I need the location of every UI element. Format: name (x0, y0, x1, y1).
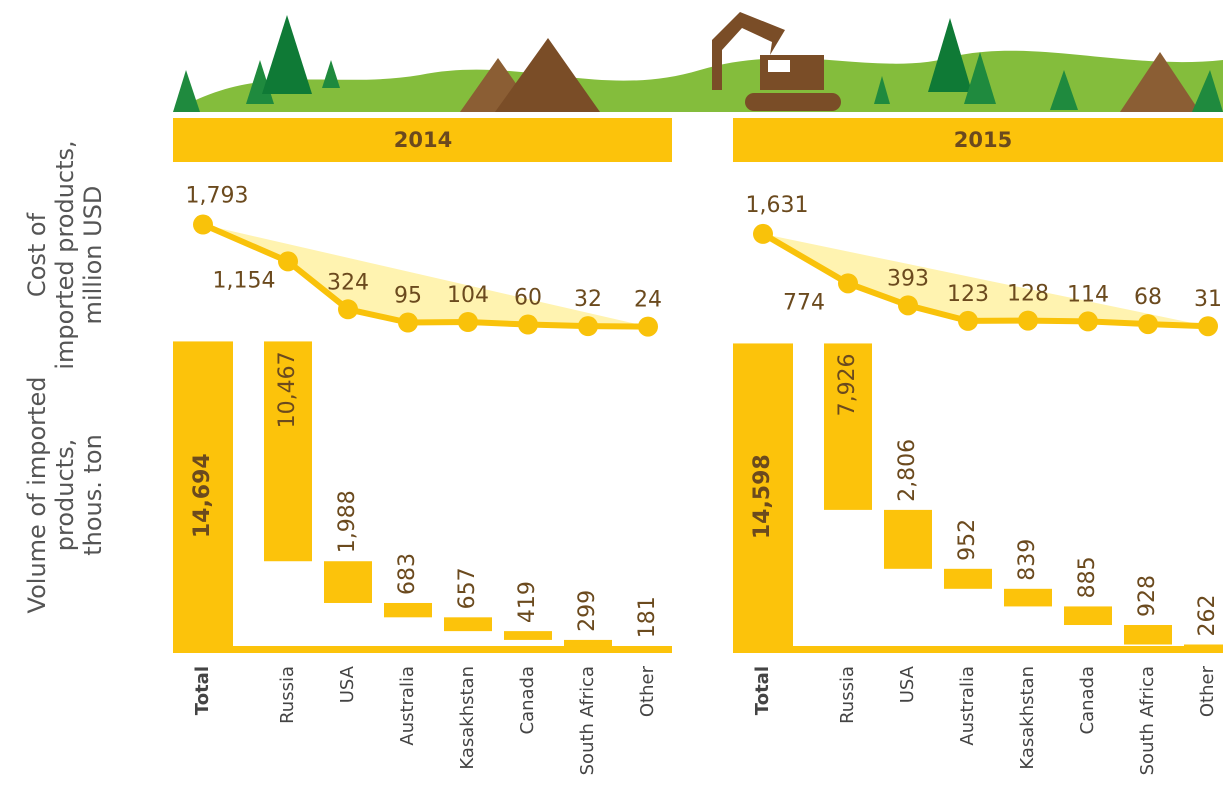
x-tick-label: Other (1197, 665, 1218, 717)
y-axis-label: million USD (79, 186, 107, 325)
bar (624, 646, 672, 650)
x-tick-label: Australia (397, 666, 418, 746)
data-label: 324 (327, 270, 369, 295)
y-axis-label: thous. ton (79, 434, 107, 556)
chart: Cost ofimported products,million USD 2014… (0, 0, 1223, 792)
data-label: 952 (955, 519, 980, 561)
line-point (518, 315, 538, 335)
line-point (1198, 316, 1218, 336)
bar (944, 569, 992, 589)
x-tick-label: South Africa (577, 666, 598, 775)
data-label: 2,806 (895, 439, 920, 502)
y-axis-label: products, (51, 439, 79, 551)
data-label: 657 (455, 567, 480, 609)
data-label: 24 (634, 288, 662, 313)
bar (1004, 589, 1052, 607)
y-axis-label: Cost of (23, 212, 51, 297)
data-label: 181 (635, 596, 660, 638)
y-axis-label: imported products, (51, 140, 79, 369)
bar (564, 640, 612, 646)
x-tick-label: Total (752, 666, 773, 715)
bar (1124, 625, 1172, 644)
x-tick-label: USA (337, 665, 358, 703)
line-point (1018, 311, 1038, 331)
x-tick-label: Kasakhstan (1017, 666, 1038, 770)
bar (884, 510, 932, 569)
bar (324, 561, 372, 603)
x-tick-label: Other (637, 665, 658, 717)
x-tick-label: Russia (277, 666, 298, 724)
data-label: 299 (575, 590, 600, 632)
landscape (173, 12, 1223, 112)
line-point (1078, 311, 1098, 331)
x-tick-label: Kasakhstan (457, 666, 478, 770)
bar (504, 631, 552, 640)
data-label: 839 (1015, 539, 1040, 581)
line-area (763, 234, 1208, 326)
line-point (638, 317, 658, 337)
data-label: 683 (395, 553, 420, 595)
panel-title: 2015 (954, 128, 1012, 152)
bar (444, 617, 492, 631)
baseline (173, 646, 672, 653)
data-label: 60 (514, 286, 542, 311)
line-point (753, 224, 773, 244)
data-label: 68 (1134, 285, 1162, 310)
x-tick-label: Russia (837, 666, 858, 724)
line-point (1138, 314, 1158, 334)
data-label: 262 (1195, 594, 1220, 636)
data-label: 928 (1135, 575, 1160, 617)
line-point (458, 312, 478, 332)
x-tick-label: South Africa (1137, 666, 1158, 775)
line-point (838, 273, 858, 293)
baseline (733, 646, 1223, 653)
data-label: 114 (1067, 282, 1109, 307)
x-tick-label: USA (897, 665, 918, 703)
data-label: 32 (574, 287, 602, 312)
bar (1184, 644, 1223, 650)
page: Cost ofimported products,million USD 2014… (0, 0, 1223, 792)
x-tick-label: Total (192, 666, 213, 715)
data-label: 1,988 (335, 490, 360, 553)
data-label: 1,793 (186, 184, 249, 209)
y-axis-label: Volume of imported (23, 377, 51, 614)
data-label: 104 (447, 283, 489, 308)
data-label: 14,694 (190, 453, 215, 538)
data-label: 128 (1007, 282, 1049, 307)
line-point (958, 311, 978, 331)
data-label: 95 (394, 284, 422, 309)
data-label: 123 (947, 282, 989, 307)
data-label: 393 (887, 266, 929, 291)
data-label: 419 (515, 581, 540, 623)
data-label: 1,154 (213, 268, 276, 293)
line-point (193, 215, 213, 235)
x-tick-label: Canada (1077, 666, 1098, 735)
data-label: 10,467 (275, 351, 300, 428)
line-point (278, 251, 298, 271)
data-label: 14,598 (750, 454, 775, 539)
bar (384, 603, 432, 617)
bar (1064, 606, 1112, 625)
x-tick-label: Canada (517, 666, 538, 735)
line-point (578, 316, 598, 336)
data-label: 774 (783, 290, 825, 315)
panel-title: 2014 (394, 128, 452, 152)
data-label: 31 (1194, 287, 1222, 312)
data-label: 7,926 (835, 353, 860, 416)
line-point (338, 299, 358, 319)
line-point (898, 295, 918, 315)
x-tick-label: Australia (957, 666, 978, 746)
data-label: 1,631 (746, 193, 809, 218)
data-label: 885 (1075, 556, 1100, 598)
line-point (398, 313, 418, 333)
